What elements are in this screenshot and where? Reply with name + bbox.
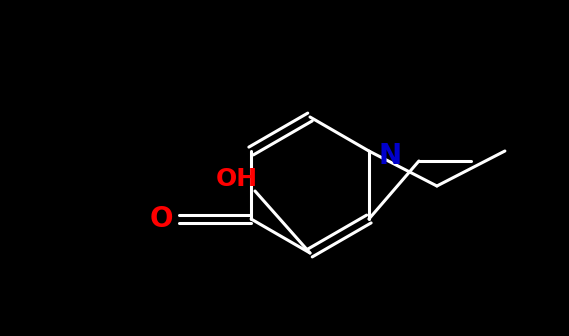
Text: OH: OH	[216, 167, 258, 191]
Text: O: O	[149, 205, 173, 233]
Text: N: N	[379, 142, 402, 170]
